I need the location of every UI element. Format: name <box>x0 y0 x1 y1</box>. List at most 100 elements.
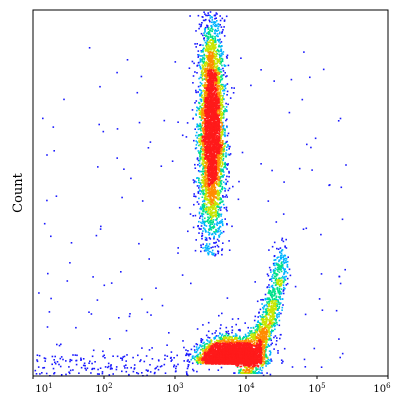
scatter-point <box>201 22 203 24</box>
scatter-point <box>205 127 208 129</box>
scatter-point <box>268 338 270 341</box>
scatter-point <box>208 94 211 97</box>
scatter-point <box>215 78 218 81</box>
scatter-point <box>278 313 280 316</box>
scatter-point <box>267 309 270 312</box>
scatter-point <box>204 195 207 197</box>
scatter-point <box>253 339 255 342</box>
scatter-point <box>220 121 223 124</box>
scatter-point <box>215 174 218 176</box>
scatter-point <box>220 108 223 110</box>
scatter-point <box>198 212 201 215</box>
scatter-point <box>269 373 272 376</box>
scatter-point <box>213 194 215 197</box>
scatter-point <box>260 323 263 326</box>
scatter-point <box>225 55 228 58</box>
scatter-point <box>250 371 253 373</box>
scatter-point <box>226 209 228 212</box>
scatter-point <box>215 219 217 221</box>
scatter-point <box>221 161 224 163</box>
scatter-point <box>201 79 204 81</box>
scatter-point <box>200 107 203 109</box>
scatter-point <box>204 155 207 158</box>
scatter-point <box>204 151 206 154</box>
scatter-point <box>50 235 52 238</box>
scatter-point <box>262 328 264 331</box>
scatter-point <box>222 149 225 151</box>
scatter-point <box>249 330 251 332</box>
scatter-point <box>256 325 259 327</box>
scatter-point <box>219 132 222 134</box>
scatter-point <box>204 127 207 129</box>
scatter-point <box>133 367 136 369</box>
scatter-point <box>75 326 77 329</box>
scatter-point <box>205 44 207 47</box>
scatter-point <box>204 161 207 163</box>
scatter-point <box>221 113 223 115</box>
scatter-point <box>220 144 222 147</box>
scatter-point <box>199 190 202 192</box>
scatter-point <box>219 337 221 339</box>
scatter-point <box>204 31 206 33</box>
scatter-point <box>339 282 342 285</box>
scatter-point <box>192 179 195 181</box>
scatter-point <box>196 359 198 362</box>
scatter-point <box>207 27 210 29</box>
scatter-point <box>216 238 219 241</box>
scatter-point <box>268 327 270 329</box>
scatter-point <box>211 190 214 193</box>
scatter-point <box>219 163 221 165</box>
scatter-point <box>75 359 77 362</box>
scatter-point <box>218 50 220 52</box>
scatter-point <box>48 311 51 313</box>
scatter-point <box>219 177 221 180</box>
scatter-point <box>145 355 148 357</box>
scatter-point <box>201 55 204 57</box>
scatter-point <box>271 329 273 331</box>
scatter-point <box>196 43 198 45</box>
scatter-point <box>223 98 225 101</box>
scatter-point <box>215 154 218 156</box>
scatter-point <box>267 327 269 329</box>
scatter-point <box>264 354 267 357</box>
scatter-point <box>197 170 200 172</box>
scatter-point <box>205 98 207 101</box>
scatter-point <box>213 344 215 347</box>
scatter-point <box>222 70 225 72</box>
scatter-point <box>63 98 65 101</box>
scatter-point <box>38 354 41 357</box>
scatter-point <box>225 75 227 78</box>
scatter-point <box>203 208 205 211</box>
scatter-point <box>219 142 221 144</box>
scatter-point <box>219 154 221 157</box>
scatter-point <box>269 294 272 297</box>
scatter-point <box>221 88 224 90</box>
scatter-point <box>273 292 276 294</box>
scatter-point <box>273 80 275 82</box>
scatter-point <box>221 148 223 150</box>
scatter-point <box>206 62 209 64</box>
scatter-point <box>204 13 206 15</box>
scatter-point <box>278 303 280 306</box>
scatter-point <box>216 128 219 131</box>
scatter-point <box>218 159 220 161</box>
scatter-point <box>207 249 209 252</box>
scatter-point <box>266 305 269 308</box>
scatter-point <box>217 335 220 337</box>
scatter-point <box>200 136 202 138</box>
scatter-point <box>275 303 278 305</box>
scatter-point <box>264 297 267 300</box>
scatter-point <box>203 204 206 207</box>
scatter-point <box>211 198 213 201</box>
scatter-point <box>228 332 230 335</box>
scatter-point <box>218 155 220 158</box>
scatter-point <box>216 48 219 51</box>
scatter-point <box>207 69 209 71</box>
scatter-point <box>208 243 211 245</box>
scatter-point <box>258 335 261 337</box>
scatter-point <box>194 249 197 252</box>
scatter-point <box>268 297 271 299</box>
scatter-point <box>177 247 179 249</box>
scatter-point <box>250 330 253 333</box>
scatter-point <box>220 110 223 113</box>
